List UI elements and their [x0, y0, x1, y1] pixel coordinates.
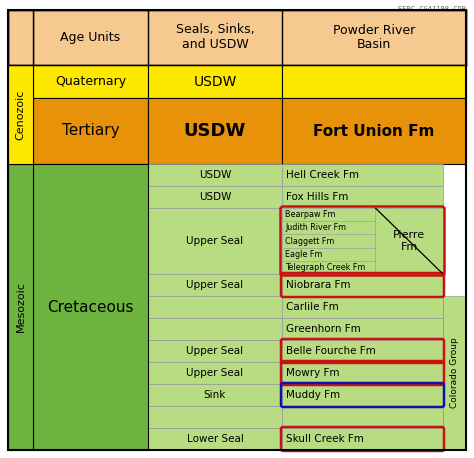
Bar	[282, 428, 443, 450]
Text: USDW: USDW	[184, 122, 246, 140]
Bar	[148, 384, 282, 406]
Bar	[148, 362, 282, 384]
Text: EERC CG41198.CDR: EERC CG41198.CDR	[398, 6, 466, 12]
Bar	[282, 296, 443, 318]
Bar	[8, 65, 33, 164]
Bar	[282, 384, 443, 406]
Text: Fox Hills Fm: Fox Hills Fm	[286, 192, 348, 202]
Text: Judith River Fm: Judith River Fm	[285, 224, 346, 232]
Text: Greenhorn Fm: Greenhorn Fm	[286, 324, 361, 334]
Bar	[33, 98, 148, 164]
Text: Eagle Fm: Eagle Fm	[285, 250, 322, 259]
Bar	[8, 10, 33, 65]
Text: Seals, Sinks,
and USDW: Seals, Sinks, and USDW	[176, 23, 255, 51]
Bar	[282, 221, 375, 234]
Bar	[148, 406, 282, 428]
Text: USDW: USDW	[193, 75, 237, 88]
Bar	[148, 164, 282, 186]
Bar	[8, 98, 33, 164]
Bar	[148, 208, 282, 274]
Bar	[282, 234, 375, 248]
Text: Claggett Fm: Claggett Fm	[285, 236, 334, 245]
Bar	[33, 65, 148, 98]
Text: Niobrara Fm: Niobrara Fm	[286, 280, 350, 290]
Bar	[148, 186, 282, 208]
Bar	[282, 362, 443, 384]
Bar	[148, 274, 282, 296]
Text: Upper Seal: Upper Seal	[186, 346, 244, 356]
Text: Telegraph Creek Fm: Telegraph Creek Fm	[285, 263, 365, 272]
Text: Age Units: Age Units	[61, 31, 120, 44]
Bar	[282, 164, 443, 186]
Text: Colorado Group: Colorado Group	[450, 338, 459, 409]
Bar	[282, 340, 443, 362]
Text: Sink: Sink	[204, 390, 226, 400]
Text: USDW: USDW	[199, 192, 231, 202]
Bar	[282, 65, 466, 98]
Text: USDW: USDW	[199, 170, 231, 180]
Text: Mesozoic: Mesozoic	[16, 282, 26, 333]
Bar	[282, 261, 375, 274]
Bar	[8, 164, 33, 450]
Bar	[33, 164, 148, 450]
Bar	[148, 428, 282, 450]
Text: Tertiary: Tertiary	[62, 124, 119, 138]
Bar	[282, 98, 466, 164]
Text: Fort Union Fm: Fort Union Fm	[313, 124, 435, 138]
Bar	[443, 296, 466, 450]
Text: Pierre
Fm: Pierre Fm	[393, 230, 425, 252]
Bar	[148, 98, 282, 164]
Text: Mowry Fm: Mowry Fm	[286, 368, 339, 378]
Bar	[33, 10, 466, 65]
Bar	[148, 340, 282, 362]
Bar	[282, 274, 443, 296]
Text: Skull Creek Fm: Skull Creek Fm	[286, 434, 364, 444]
Text: Upper Seal: Upper Seal	[186, 236, 244, 246]
Text: Upper Seal: Upper Seal	[186, 280, 244, 290]
Text: Cenozoic: Cenozoic	[16, 89, 26, 140]
Bar	[8, 65, 33, 98]
Text: Lower Seal: Lower Seal	[187, 434, 244, 444]
Text: Hell Creek Fm: Hell Creek Fm	[286, 170, 359, 180]
Bar	[148, 296, 282, 318]
Text: Cretaceous: Cretaceous	[47, 300, 134, 315]
Bar	[148, 318, 282, 340]
Text: Muddy Fm: Muddy Fm	[286, 390, 340, 400]
Bar	[148, 65, 282, 98]
Bar	[282, 186, 443, 208]
Text: Carlile Fm: Carlile Fm	[286, 302, 339, 312]
Text: Bearpaw Fm: Bearpaw Fm	[285, 210, 336, 219]
Text: Belle Fourche Fm: Belle Fourche Fm	[286, 346, 376, 356]
Bar	[282, 208, 375, 221]
Bar	[282, 406, 443, 428]
Bar	[282, 318, 443, 340]
Bar	[282, 248, 375, 261]
Text: Upper Seal: Upper Seal	[186, 368, 244, 378]
Text: Quaternary: Quaternary	[55, 75, 126, 88]
Text: Powder River
Basin: Powder River Basin	[333, 23, 415, 51]
Bar	[375, 208, 443, 274]
